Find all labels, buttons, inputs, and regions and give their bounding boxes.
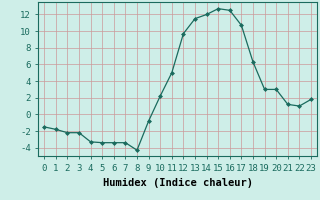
X-axis label: Humidex (Indice chaleur): Humidex (Indice chaleur)	[103, 178, 252, 188]
